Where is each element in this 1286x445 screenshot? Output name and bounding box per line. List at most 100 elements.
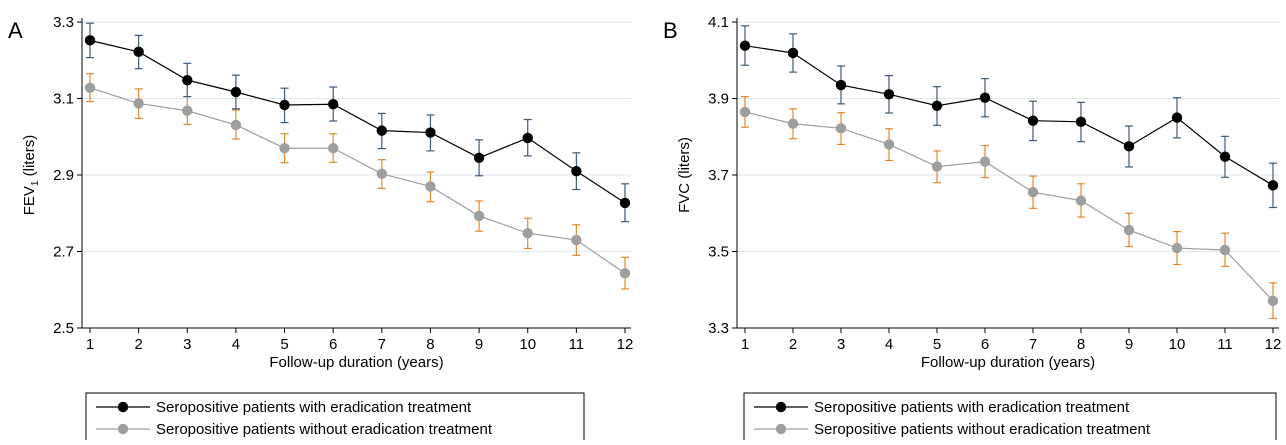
y-tick-label: 2.5 [53,320,74,337]
legend-label: Seropositive patients without eradicatio… [156,421,493,438]
x-tick-label: 9 [1125,336,1133,353]
x-tick-label: 3 [837,336,845,353]
x-tick-label: 2 [789,336,797,353]
x-axis-label: Follow-up duration (years) [269,354,443,371]
data-point [473,152,485,163]
x-tick-label: 7 [378,336,386,353]
x-tick-label: 6 [329,336,337,353]
x-tick-label: 10 [519,336,536,353]
x-tick-label: 10 [1169,336,1186,353]
data-point [787,47,799,59]
y-tick-label: 2.9 [53,167,74,184]
data-point [739,106,751,118]
y-axis-label-main: FEV [21,186,38,215]
data-point [376,125,388,136]
data-point [835,123,847,134]
data-point [1123,224,1135,236]
data-point [230,86,242,98]
legend-item: Seropositive patients with eradication t… [96,399,472,416]
data-point [182,105,193,116]
series-with-eradication [84,22,631,223]
x-tick-label: 8 [426,336,434,353]
x-tick-label: 1 [741,336,749,353]
data-point [883,139,895,150]
legend: Seropositive patients with eradication t… [743,392,1277,442]
x-tick-label: 7 [1029,336,1037,353]
x-tick-label: 3 [183,336,191,353]
y-axis-label-main: FVC (liters) [676,137,693,213]
series-without-eradication [739,95,1279,320]
data-point [133,98,144,109]
series-without-eradication [84,73,631,290]
y-tick-label: 3.3 [53,14,74,31]
x-tick-label: 11 [569,336,585,353]
data-point [835,79,847,91]
legend-item: Seropositive patients without eradicatio… [96,421,493,438]
x-tick-label: 5 [280,336,288,353]
data-point [1075,116,1087,128]
series-line [744,45,1274,186]
data-point [1171,112,1183,123]
x-tick-label: 4 [232,336,240,353]
x-tick-label: 12 [617,336,634,353]
y-tick-label: 3.7 [708,167,729,184]
data-point [1027,115,1039,126]
data-point [182,74,193,86]
x-tick-label: 12 [1265,336,1282,353]
data-point [84,35,96,46]
legend-label: Seropositive patients without eradicatio… [814,421,1151,438]
data-point [376,168,388,180]
legend-label: Seropositive patients with eradication t… [814,399,1130,416]
data-point [571,165,582,177]
series-line [744,111,1274,302]
panel-label: A [8,18,23,43]
y-axis-label: FEV1 (liters) [21,135,41,216]
y-tick-label: 4.1 [708,14,729,31]
data-point [739,40,751,51]
legend-item: Seropositive patients with eradication t… [754,399,1130,416]
y-axis-label-unit: (liters) [21,135,38,181]
data-point [883,89,895,100]
data-point [931,161,943,172]
x-tick-label: 11 [1217,336,1233,353]
series-line [89,87,626,274]
data-point [1027,187,1039,198]
data-point [84,82,96,93]
panel-a: 2.52.72.93.13.31 2 3 4 5 6 7 8 9 10 11 12Follow-up … [8,14,634,442]
x-tick-label: 6 [981,336,989,353]
data-point [1219,151,1231,162]
data-point [1219,244,1231,256]
data-point [327,99,339,110]
x-tick-label: 9 [475,336,483,353]
x-tick-label: 8 [1077,336,1085,353]
legend-box [85,392,585,442]
x-tick-label: 4 [885,336,893,353]
data-point [230,119,242,131]
series-with-eradication [739,25,1279,209]
legend-box [743,392,1277,442]
data-point [931,100,943,111]
data-point [619,268,631,279]
legend-item: Seropositive patients without eradicatio… [754,421,1151,438]
legend: Seropositive patients with eradication t… [85,392,585,442]
y-tick-label: 3.9 [708,91,729,108]
data-point [1123,141,1135,152]
panel-label: B [663,18,678,43]
x-tick-label: 2 [134,336,142,353]
data-point [473,210,485,222]
data-point [327,143,339,154]
data-point [979,156,991,167]
data-point [1267,180,1279,191]
data-point [425,127,436,138]
y-tick-label: 3.5 [708,244,729,261]
data-point [1171,242,1183,254]
data-point [425,181,436,192]
panel-b: 3.33.53.73.94.11 2 3 4 5 6 7 8 9 10 11 12Follow-up … [663,14,1282,442]
data-point [1267,295,1279,307]
data-point [522,132,533,144]
series-line [89,39,626,204]
x-axis-label: Follow-up duration (years) [921,354,1095,371]
data-point [279,143,290,154]
